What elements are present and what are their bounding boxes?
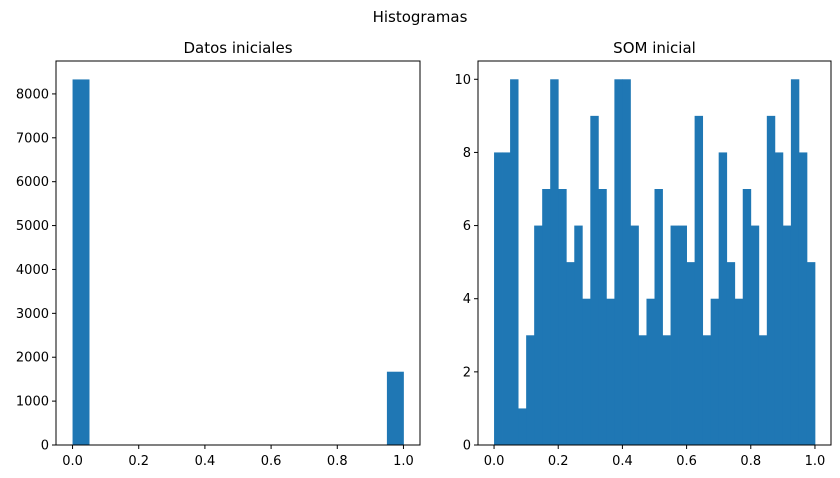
y-tick-label: 4000 — [16, 263, 49, 278]
y-tick-label: 1000 — [16, 395, 49, 410]
histogram-bar — [654, 189, 663, 445]
histogram-bar — [702, 335, 712, 445]
histogram-bar — [598, 189, 607, 445]
y-tick-label: 7000 — [16, 131, 49, 146]
histogram-bar — [718, 152, 728, 445]
histogram-bar — [798, 152, 808, 445]
histogram-bar — [72, 79, 90, 446]
x-tick-label: 1.0 — [805, 454, 826, 469]
histogram-bar — [806, 262, 816, 445]
histogram-bar — [622, 79, 631, 445]
histogram-bar — [526, 335, 535, 445]
histogram-bar — [710, 298, 720, 445]
histogram-bar — [774, 152, 784, 445]
histogram-bar — [386, 371, 404, 445]
y-tick-label: 5000 — [16, 219, 49, 234]
histogram-bar — [510, 79, 519, 445]
histogram-bar — [518, 408, 527, 445]
y-tick-label: 3000 — [16, 307, 49, 322]
y-tick-label: 8 — [463, 146, 471, 161]
histogram-bar — [734, 298, 744, 445]
histogram-bar — [790, 79, 800, 445]
axes-datos-iniciales: 0.0 0.2 0.4 0.6 0.8 1.0 0 1000 2000 3000 4000 5000 6… — [16, 39, 421, 469]
axes-frame — [477, 60, 832, 446]
x-tick-label: 1.0 — [393, 454, 414, 469]
y-tick-label: 10 — [454, 73, 471, 88]
y-tick-label: 6 — [463, 219, 471, 234]
histogram-bar — [606, 298, 615, 445]
x-tick-label: 0.4 — [195, 454, 216, 469]
y-tick-label: 0 — [41, 439, 49, 454]
histogram-bar — [662, 335, 671, 445]
histogram-bar — [494, 152, 503, 445]
axes-som-inicial: 0.0 0.2 0.4 0.6 0.8 1.0 0 2 4 6 8 10 SOM inicial — [454, 39, 832, 469]
x-tick-label: 0.2 — [128, 454, 149, 469]
histogram-bar — [502, 152, 511, 445]
axes-frame — [55, 60, 421, 446]
y-tick-label: 6000 — [16, 175, 49, 190]
histogram-bar — [550, 79, 559, 445]
x-tick-label: 0.6 — [261, 454, 282, 469]
histogram-bar — [670, 225, 679, 445]
histogram-bar — [614, 79, 623, 445]
histogram-bar — [582, 298, 591, 445]
histogram-bar — [542, 189, 551, 445]
histogram-bar — [574, 225, 583, 445]
histogram-bar — [678, 225, 687, 445]
y-tick-label: 0 — [463, 439, 471, 454]
histogram-bar — [782, 225, 792, 445]
histogram-bar — [590, 115, 599, 446]
histogram-bar — [750, 225, 760, 445]
x-tick-label: 0.8 — [740, 454, 761, 469]
histogram-bar — [766, 115, 776, 446]
histogram-bar — [534, 225, 543, 445]
histogram-bar — [742, 189, 752, 445]
x-tick-label: 0.0 — [62, 454, 83, 469]
histogram-bar — [646, 298, 655, 445]
y-tick-label: 2000 — [16, 351, 49, 366]
histogram-bar — [558, 189, 567, 445]
histogram-bar — [566, 262, 575, 445]
axes-title: Datos iniciales — [183, 39, 292, 57]
histogram-bar — [686, 262, 696, 445]
histogram-bar — [630, 225, 639, 445]
x-tick-label: 0.4 — [612, 454, 633, 469]
y-tick-label: 2 — [463, 365, 471, 380]
axes-title: SOM inicial — [613, 39, 696, 57]
x-tick-label: 0.6 — [676, 454, 697, 469]
x-tick-label: 0.8 — [327, 454, 348, 469]
histogram-bar — [758, 335, 768, 445]
x-tick-label: 0.2 — [548, 454, 569, 469]
histogram-bar — [726, 262, 736, 445]
histogram-bar — [694, 115, 704, 446]
x-tick-label: 0.0 — [484, 454, 505, 469]
y-tick-label: 4 — [463, 292, 471, 307]
y-tick-label: 8000 — [16, 87, 49, 102]
figure-suptitle: Histogramas — [373, 8, 468, 26]
histogram-bar — [638, 335, 647, 445]
